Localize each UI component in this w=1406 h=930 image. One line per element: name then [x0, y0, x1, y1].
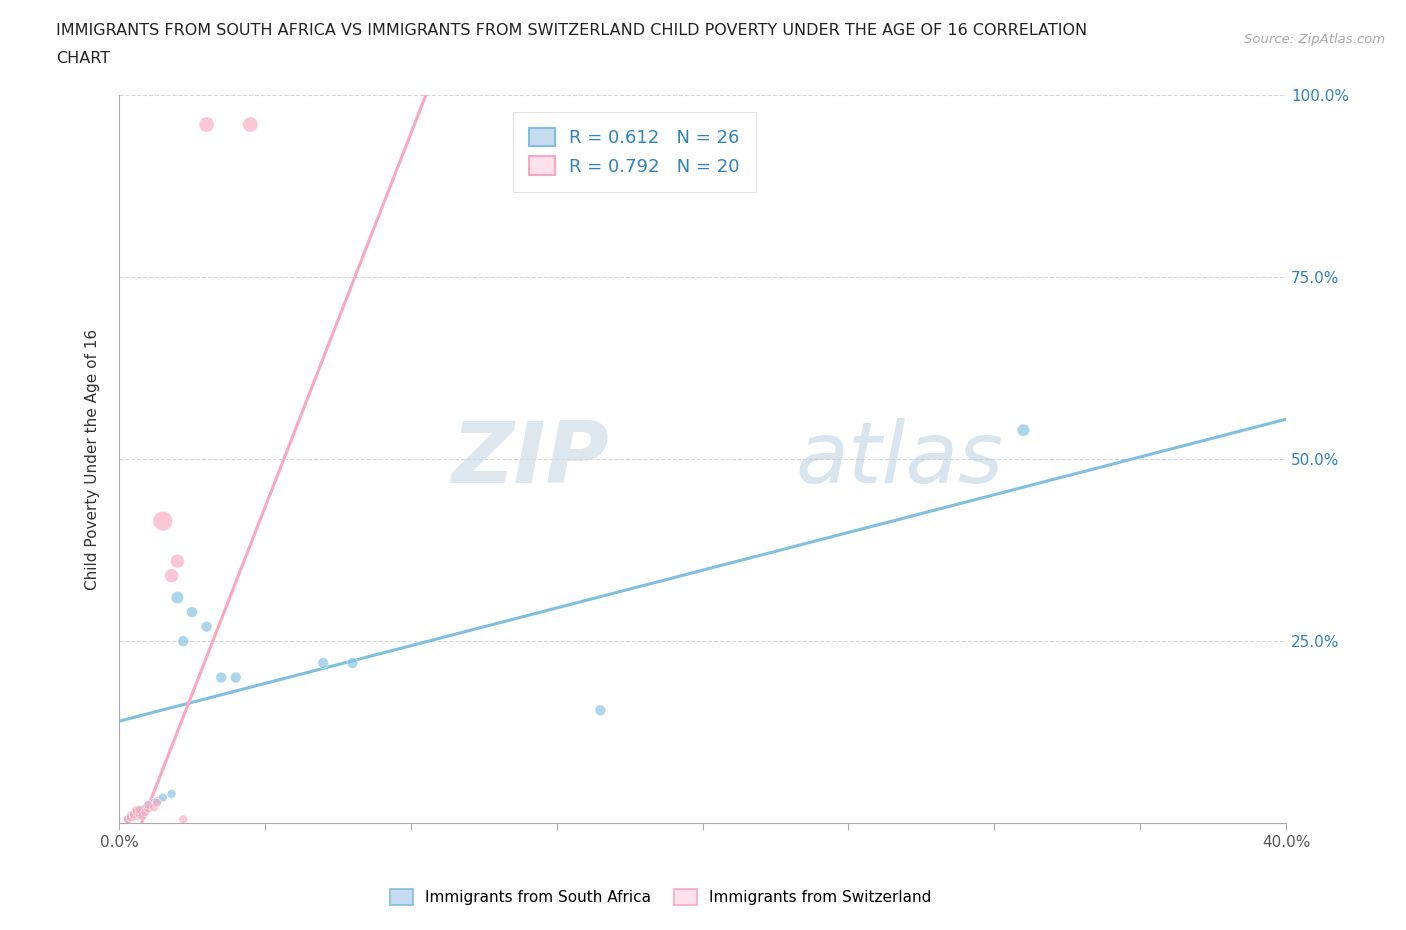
- Point: [589, 703, 612, 718]
- Point: [225, 671, 247, 685]
- Point: [143, 795, 166, 810]
- Point: [131, 804, 153, 819]
- Point: [239, 117, 262, 132]
- Point: [136, 797, 159, 812]
- Point: [122, 808, 145, 823]
- Legend: Immigrants from South Africa, Immigrants from Switzerland: Immigrants from South Africa, Immigrants…: [384, 883, 938, 911]
- Point: [120, 810, 142, 825]
- Point: [146, 795, 169, 810]
- Point: [131, 808, 153, 823]
- Text: atlas: atlas: [796, 418, 1004, 500]
- Point: [160, 568, 183, 583]
- Point: [131, 803, 153, 817]
- Point: [1012, 423, 1035, 438]
- Point: [342, 656, 364, 671]
- Point: [120, 810, 142, 825]
- Point: [128, 807, 150, 822]
- Point: [125, 804, 148, 819]
- Point: [152, 790, 174, 805]
- Point: [134, 804, 156, 819]
- Point: [312, 656, 335, 671]
- Point: [128, 807, 150, 822]
- Point: [160, 787, 183, 802]
- Point: [181, 604, 204, 619]
- Text: Source: ZipAtlas.com: Source: ZipAtlas.com: [1244, 33, 1385, 46]
- Point: [125, 804, 148, 819]
- Point: [117, 812, 139, 827]
- Text: CHART: CHART: [56, 51, 110, 66]
- Y-axis label: Child Poverty Under the Age of 16: Child Poverty Under the Age of 16: [86, 328, 100, 590]
- Point: [122, 810, 145, 825]
- Text: IMMIGRANTS FROM SOUTH AFRICA VS IMMIGRANTS FROM SWITZERLAND CHILD POVERTY UNDER : IMMIGRANTS FROM SOUTH AFRICA VS IMMIGRAN…: [56, 23, 1087, 38]
- Point: [146, 794, 169, 809]
- Text: ZIP: ZIP: [451, 418, 609, 500]
- Point: [134, 801, 156, 816]
- Point: [125, 808, 148, 823]
- Point: [122, 807, 145, 822]
- Point: [195, 117, 218, 132]
- Point: [152, 513, 174, 528]
- Point: [128, 803, 150, 817]
- Point: [166, 553, 188, 568]
- Point: [172, 633, 194, 648]
- Point: [117, 812, 139, 827]
- Point: [122, 807, 145, 822]
- Point: [172, 812, 194, 827]
- Point: [125, 803, 148, 817]
- Point: [209, 671, 232, 685]
- Point: [120, 808, 142, 823]
- Point: [136, 801, 159, 816]
- Point: [143, 800, 166, 815]
- Legend: R = 0.612   N = 26, R = 0.792   N = 20: R = 0.612 N = 26, R = 0.792 N = 20: [513, 112, 756, 192]
- Point: [195, 619, 218, 634]
- Point: [136, 797, 159, 812]
- Point: [166, 590, 188, 604]
